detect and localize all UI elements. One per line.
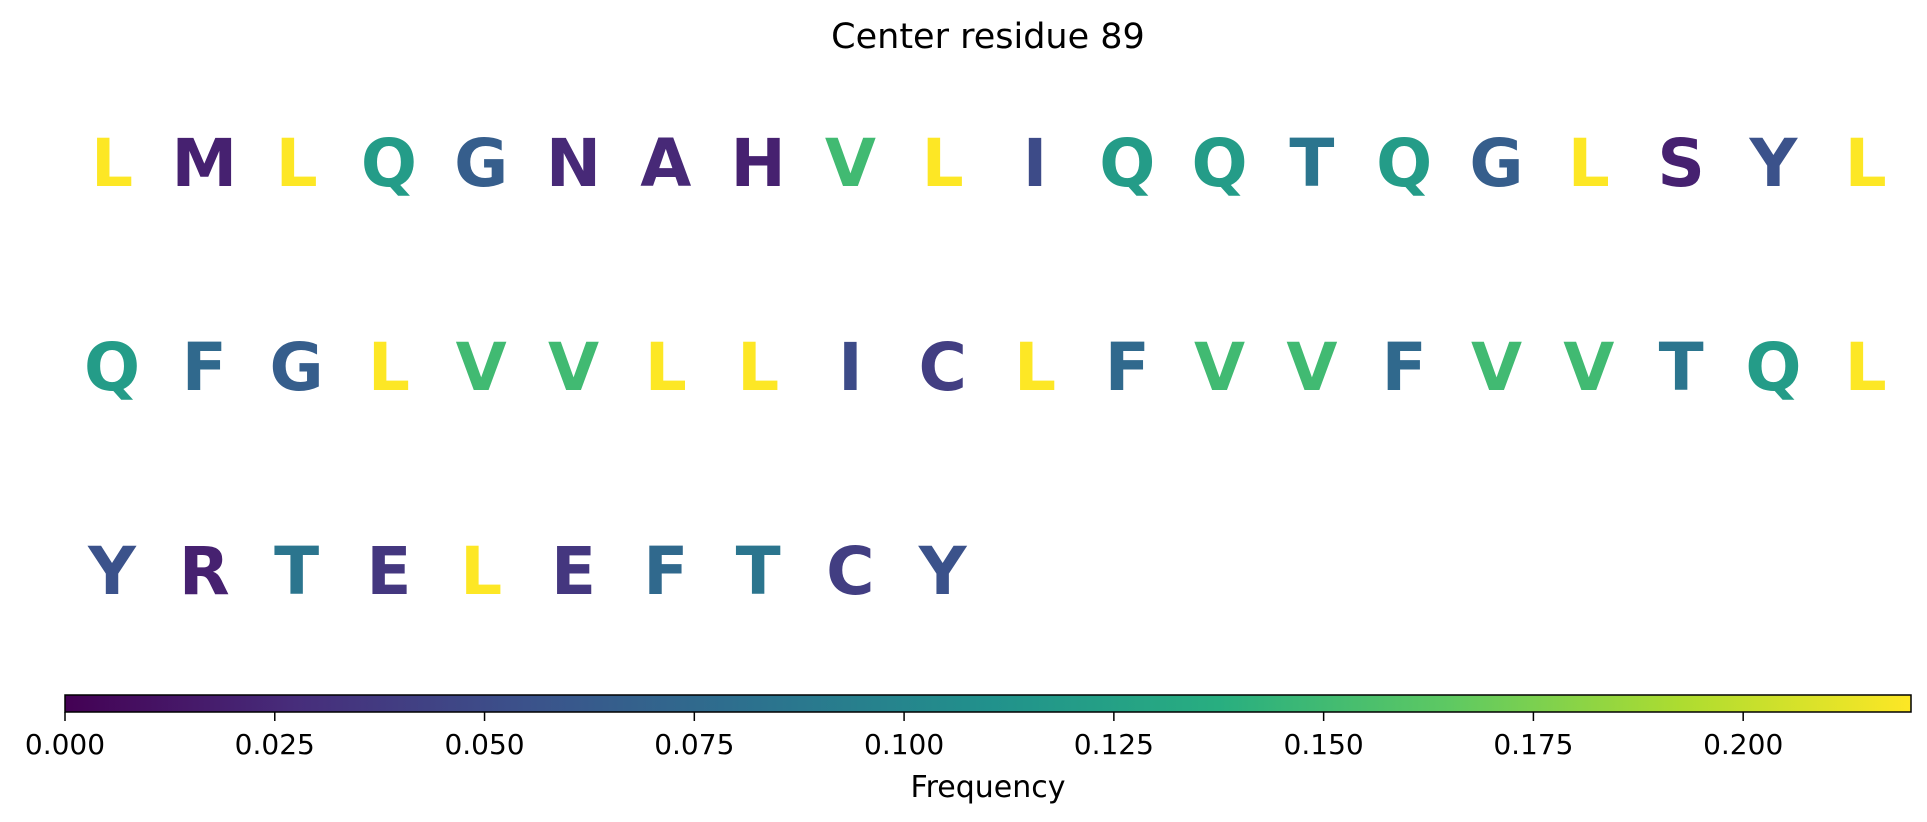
residue-letter: L [922, 125, 964, 202]
residue-letter: Q [1745, 329, 1801, 406]
residue-letter: E [366, 533, 411, 610]
colorbar-tick-label: 0.175 [1493, 728, 1573, 761]
residue-letter: L [276, 125, 318, 202]
colorbar-tick-label: 0.125 [1074, 728, 1154, 761]
residue-letter: Y [1749, 125, 1799, 202]
residue-letter: I [838, 329, 863, 406]
colorbar: 0.000 0.025 0.050 0.075 0.100 0.125 0.150 0.175… [25, 694, 1912, 805]
residue-letter: V [1286, 329, 1337, 406]
residue-letter: R [179, 533, 230, 610]
residue-letter: V [548, 329, 599, 406]
residue-letter: G [270, 329, 324, 406]
colorbar-tick-label: 0.100 [864, 728, 944, 761]
residue-letter: L [368, 329, 410, 406]
residue-letter: L [1845, 329, 1887, 406]
residue-letter: Q [1192, 125, 1248, 202]
residue-letter: T [736, 533, 781, 610]
residue-letter: L [91, 125, 133, 202]
residue-letter: V [825, 125, 876, 202]
residue-letter: F [182, 329, 227, 406]
residue-letter: N [546, 125, 601, 202]
residue-letter: A [640, 125, 691, 202]
residue-letter: T [1659, 329, 1704, 406]
colorbar-tick-label: 0.050 [444, 728, 524, 761]
colorbar-tick-label: 0.075 [654, 728, 734, 761]
residue-letter: Q [361, 125, 417, 202]
residue-letter: M [171, 125, 237, 202]
residue-letter: L [1845, 125, 1887, 202]
residue-letter: L [460, 533, 502, 610]
colorbar-label: Frequency [911, 770, 1066, 805]
residue-letter: V [1194, 329, 1245, 406]
residue-letter: F [1382, 329, 1427, 406]
residue-letter: T [1289, 125, 1334, 202]
residue-letter: I [1023, 125, 1048, 202]
residue-letter: H [730, 125, 785, 202]
residue-letter: S [1657, 125, 1705, 202]
residue-letter: V [1563, 329, 1614, 406]
residue-letter: Y [87, 533, 137, 610]
colorbar-tick-label: 0.025 [235, 728, 315, 761]
residue-letter: F [1105, 329, 1150, 406]
colorbar-ticks: 0.000 0.025 0.050 0.075 0.100 0.125 0.150 0.175… [25, 712, 1783, 761]
residue-letter: E [551, 533, 596, 610]
residue-letter: Q [1376, 125, 1432, 202]
residue-letter: C [826, 533, 874, 610]
residue-letter: G [1469, 125, 1523, 202]
residue-letters: L M L Q G N A H V L I Q Q T Q G L S Y LQ F G L V V L L I C L F V V F V V T Q L… [84, 125, 1887, 610]
residue-letter: L [1568, 125, 1610, 202]
colorbar-tick-label: 0.200 [1703, 728, 1783, 761]
residue-letter: L [645, 329, 687, 406]
residue-letter: L [737, 329, 779, 406]
residue-letter: Q [84, 329, 140, 406]
residue-letter: C [918, 329, 966, 406]
colorbar-tick-label: 0.150 [1284, 728, 1364, 761]
residue-letter: L [1014, 329, 1056, 406]
residue-letter: F [643, 533, 688, 610]
residue-letter: Y [918, 533, 968, 610]
colorbar-tick-label: 0.000 [25, 728, 105, 761]
residue-letter: G [454, 125, 508, 202]
colorbar-gradient [64, 694, 1912, 713]
residue-letter: V [1471, 329, 1522, 406]
residue-letter: V [456, 329, 507, 406]
residue-letter: T [274, 533, 319, 610]
residue-letter: Q [1099, 125, 1155, 202]
chart-title: Center residue 89 [831, 17, 1145, 57]
